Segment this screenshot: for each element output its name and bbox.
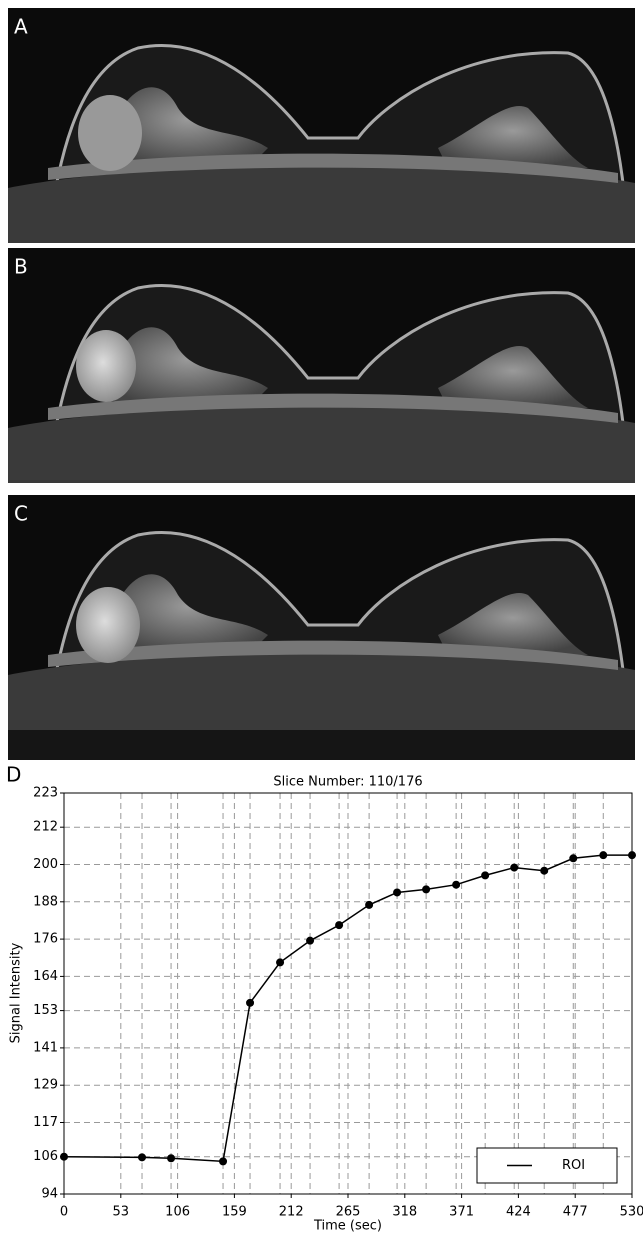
y-tick-label: 129 bbox=[33, 1078, 58, 1093]
y-tick-label: 188 bbox=[33, 894, 58, 909]
x-tick-label: 53 bbox=[113, 1205, 130, 1220]
x-tick-label: 530 bbox=[620, 1205, 643, 1220]
x-tick-label: 212 bbox=[279, 1205, 304, 1220]
x-tick-label: 0 bbox=[60, 1205, 68, 1220]
x-tick-label: 318 bbox=[392, 1205, 417, 1220]
y-tick-label: 176 bbox=[33, 932, 58, 947]
y-tick-label: 94 bbox=[41, 1187, 58, 1202]
x-tick-label: 371 bbox=[449, 1205, 474, 1220]
y-tick-label: 223 bbox=[33, 786, 58, 801]
x-tick-label: 424 bbox=[506, 1205, 531, 1220]
x-tick-label: 106 bbox=[165, 1205, 190, 1220]
data-point bbox=[365, 901, 373, 909]
x-axis-label: Time (sec) bbox=[313, 1219, 382, 1234]
figure: A B C D Slice Number: 110/176 Time (sec)… bbox=[0, 0, 643, 1239]
data-point bbox=[219, 1157, 227, 1165]
y-tick-label: 117 bbox=[33, 1115, 58, 1130]
data-point bbox=[452, 881, 460, 889]
y-tick-label: 153 bbox=[33, 1003, 58, 1018]
data-point bbox=[60, 1153, 68, 1161]
data-point bbox=[138, 1153, 146, 1161]
y-tick-label: 141 bbox=[33, 1040, 58, 1055]
y-tick-label: 212 bbox=[33, 820, 58, 835]
x-tick-label: 159 bbox=[222, 1205, 247, 1220]
data-point bbox=[510, 864, 518, 872]
legend-box bbox=[477, 1148, 617, 1183]
data-point bbox=[167, 1154, 175, 1162]
data-point bbox=[306, 937, 314, 945]
data-point bbox=[628, 851, 636, 859]
x-tick-label: 477 bbox=[563, 1205, 588, 1220]
data-point bbox=[276, 958, 284, 966]
y-tick-label: 106 bbox=[33, 1149, 58, 1164]
data-point bbox=[599, 851, 607, 859]
y-tick-label: 164 bbox=[33, 969, 58, 984]
panel-label: D bbox=[6, 763, 21, 787]
mri-panel-b: B bbox=[8, 248, 635, 483]
data-point bbox=[246, 999, 254, 1007]
panel-label: A bbox=[14, 15, 28, 39]
data-point bbox=[393, 888, 401, 896]
y-tick-label: 200 bbox=[33, 857, 58, 872]
y-axis-label: Signal Intensity bbox=[9, 942, 24, 1043]
data-point bbox=[481, 871, 489, 879]
mri-panel-c: C bbox=[8, 495, 635, 760]
mri-panel-a: A bbox=[8, 8, 635, 243]
data-point bbox=[422, 885, 430, 893]
x-tick-label: 265 bbox=[336, 1205, 361, 1220]
data-point bbox=[569, 854, 577, 862]
panel-label: C bbox=[14, 502, 28, 526]
chart-title: Slice Number: 110/176 bbox=[273, 775, 422, 790]
legend-label: ROI bbox=[562, 1158, 585, 1173]
panel-label: B bbox=[14, 255, 28, 279]
data-point bbox=[540, 867, 548, 875]
data-point bbox=[335, 921, 343, 929]
